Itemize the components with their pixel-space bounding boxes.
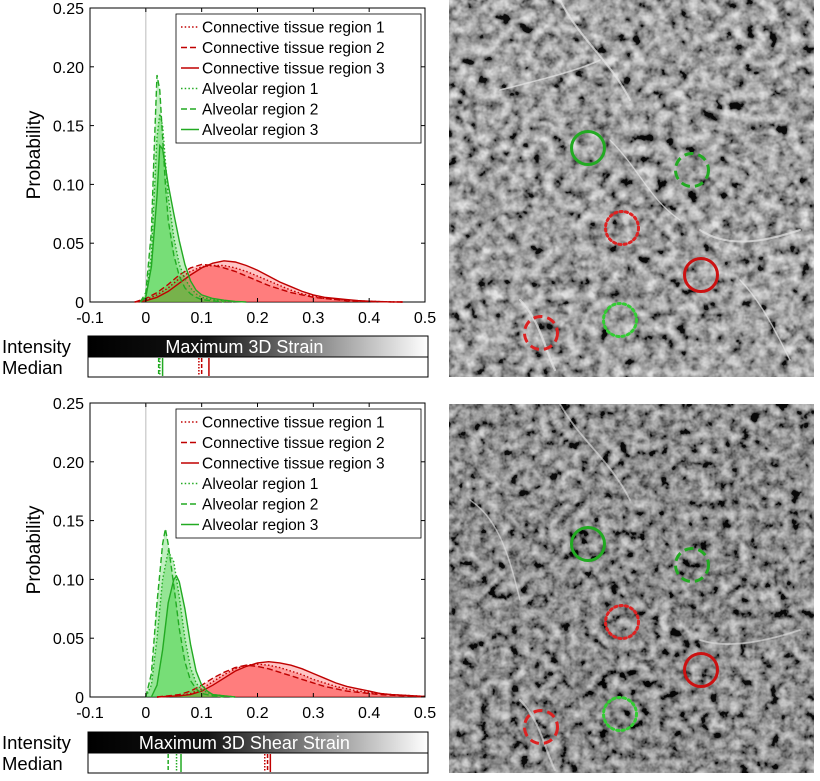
- legend-label: Alveolar region 3: [202, 122, 318, 139]
- circle-alveolar-region-3: [570, 130, 606, 166]
- x-tick-label: 0.5: [414, 705, 436, 722]
- y-axis-label: Probability: [24, 505, 45, 594]
- x-tick-label: 0.2: [246, 705, 268, 722]
- legend-label: Connective tissue region 3: [202, 61, 385, 78]
- legend-label: Alveolar region 3: [202, 517, 318, 534]
- median-label: Median: [2, 753, 63, 774]
- y-tick-label: 0.15: [53, 119, 84, 136]
- y-tick-label: 0.10: [53, 572, 84, 589]
- y-tick-label: 0.10: [53, 177, 84, 194]
- x-tick-label: 0: [141, 705, 150, 722]
- y-tick-label: 0.05: [53, 631, 84, 648]
- colorbar-title: Maximum 3D Shear Strain: [139, 733, 350, 753]
- line-alveolar-region-2: [139, 74, 225, 303]
- y-tick-label: 0.25: [53, 1, 84, 18]
- area-connective-tissue-region-1: [157, 664, 425, 697]
- strain-histogram-panel: -0.1 0 0.1 0.2 0.3 0.4 0.500.050.100.150.200.2…: [2, 1, 436, 378]
- x-tick-label: 0.3: [302, 310, 324, 327]
- line-alveolar-region-3: [150, 574, 236, 698]
- area-connective-tissue-region-3: [134, 260, 403, 302]
- colorbar-title: Maximum 3D Strain: [165, 337, 323, 357]
- legend-label: Connective tissue region 1: [202, 20, 385, 37]
- shear-strain-histogram-panel: -0.1 0 0.1 0.2 0.3 0.4 0.500.050.100.150.200.2…: [2, 396, 436, 774]
- x-tick-label: 0.3: [302, 705, 324, 722]
- area-alveolar-region-2: [140, 75, 224, 302]
- circle-connective-tissue-region-2: [523, 315, 559, 351]
- circle-connective-tissue-region-1: [604, 210, 640, 246]
- legend-label: Alveolar region 2: [202, 497, 318, 514]
- circle-alveolar-region-3: [570, 526, 606, 562]
- x-tick-label: 0.1: [191, 705, 213, 722]
- colorbar-label: Intensity: [2, 732, 72, 753]
- top-strain-map-image: [449, 0, 814, 377]
- bottom-shear-strain-map-image: [449, 404, 814, 773]
- line-connective-tissue-region-1: [156, 663, 426, 698]
- x-tick-label: 0.4: [358, 705, 380, 722]
- legend-label: Connective tissue region 2: [202, 435, 385, 452]
- circle-connective-tissue-region-2: [523, 709, 559, 745]
- legend-label: Alveolar region 2: [202, 102, 318, 119]
- line-alveolar-region-3: [139, 143, 247, 303]
- top-region-circles: [523, 130, 719, 351]
- area-alveolar-region-3: [140, 145, 247, 302]
- y-tick-label: 0.20: [53, 60, 84, 77]
- circle-alveolar-region-2: [674, 547, 710, 583]
- median-label: Median: [2, 357, 63, 378]
- legend-label: Connective tissue region 2: [202, 40, 385, 57]
- x-tick-label: 0.1: [191, 310, 213, 327]
- x-tick-label: -0.1: [76, 310, 104, 327]
- x-tick-label: -0.1: [76, 705, 104, 722]
- area-connective-tissue-region-1: [134, 265, 403, 302]
- x-tick-label: 0.5: [414, 310, 436, 327]
- y-axis-label: Probability: [24, 110, 45, 199]
- line-connective-tissue-region-3: [156, 660, 426, 698]
- legend-label: Connective tissue region 3: [202, 456, 385, 473]
- colorbar-label: Intensity: [2, 336, 72, 357]
- legend-box: [175, 408, 422, 539]
- legend-label: Alveolar region 1: [202, 476, 318, 493]
- area-connective-tissue-region-2: [134, 264, 403, 302]
- circle-alveolar-region-1: [602, 696, 638, 732]
- x-tick-label: 0.4: [358, 310, 380, 327]
- area-alveolar-region-3: [151, 575, 236, 697]
- legend-box: [175, 13, 422, 144]
- median-strip: [87, 752, 429, 774]
- circle-connective-tissue-region-3: [683, 257, 719, 293]
- x-tick-label: 0.2: [246, 310, 268, 327]
- y-tick-label: 0: [75, 690, 84, 707]
- line-connective-tissue-region-3: [134, 260, 403, 303]
- line-alveolar-region-2: [145, 528, 225, 698]
- line-connective-tissue-region-2: [156, 664, 426, 698]
- median-strip: [87, 356, 429, 378]
- line-alveolar-region-1: [139, 113, 236, 303]
- area-connective-tissue-region-2: [157, 665, 425, 697]
- area-connective-tissue-region-3: [157, 661, 425, 697]
- x-tick-label: 0: [141, 310, 150, 327]
- area-alveolar-region-1: [145, 551, 236, 697]
- legend-label: Connective tissue region 1: [202, 415, 385, 432]
- y-tick-label: 0.05: [53, 236, 84, 253]
- circle-alveolar-region-2: [674, 152, 710, 188]
- legend-label: Alveolar region 1: [202, 81, 318, 98]
- y-tick-label: 0.20: [53, 455, 84, 472]
- y-tick-label: 0: [75, 295, 84, 312]
- area-alveolar-region-2: [145, 528, 224, 697]
- y-tick-label: 0.15: [53, 514, 84, 531]
- circle-alveolar-region-1: [602, 302, 638, 338]
- bottom-region-circles: [523, 526, 719, 745]
- circle-connective-tissue-region-3: [683, 652, 719, 688]
- circle-connective-tissue-region-1: [604, 604, 640, 640]
- y-tick-label: 0.25: [53, 396, 84, 413]
